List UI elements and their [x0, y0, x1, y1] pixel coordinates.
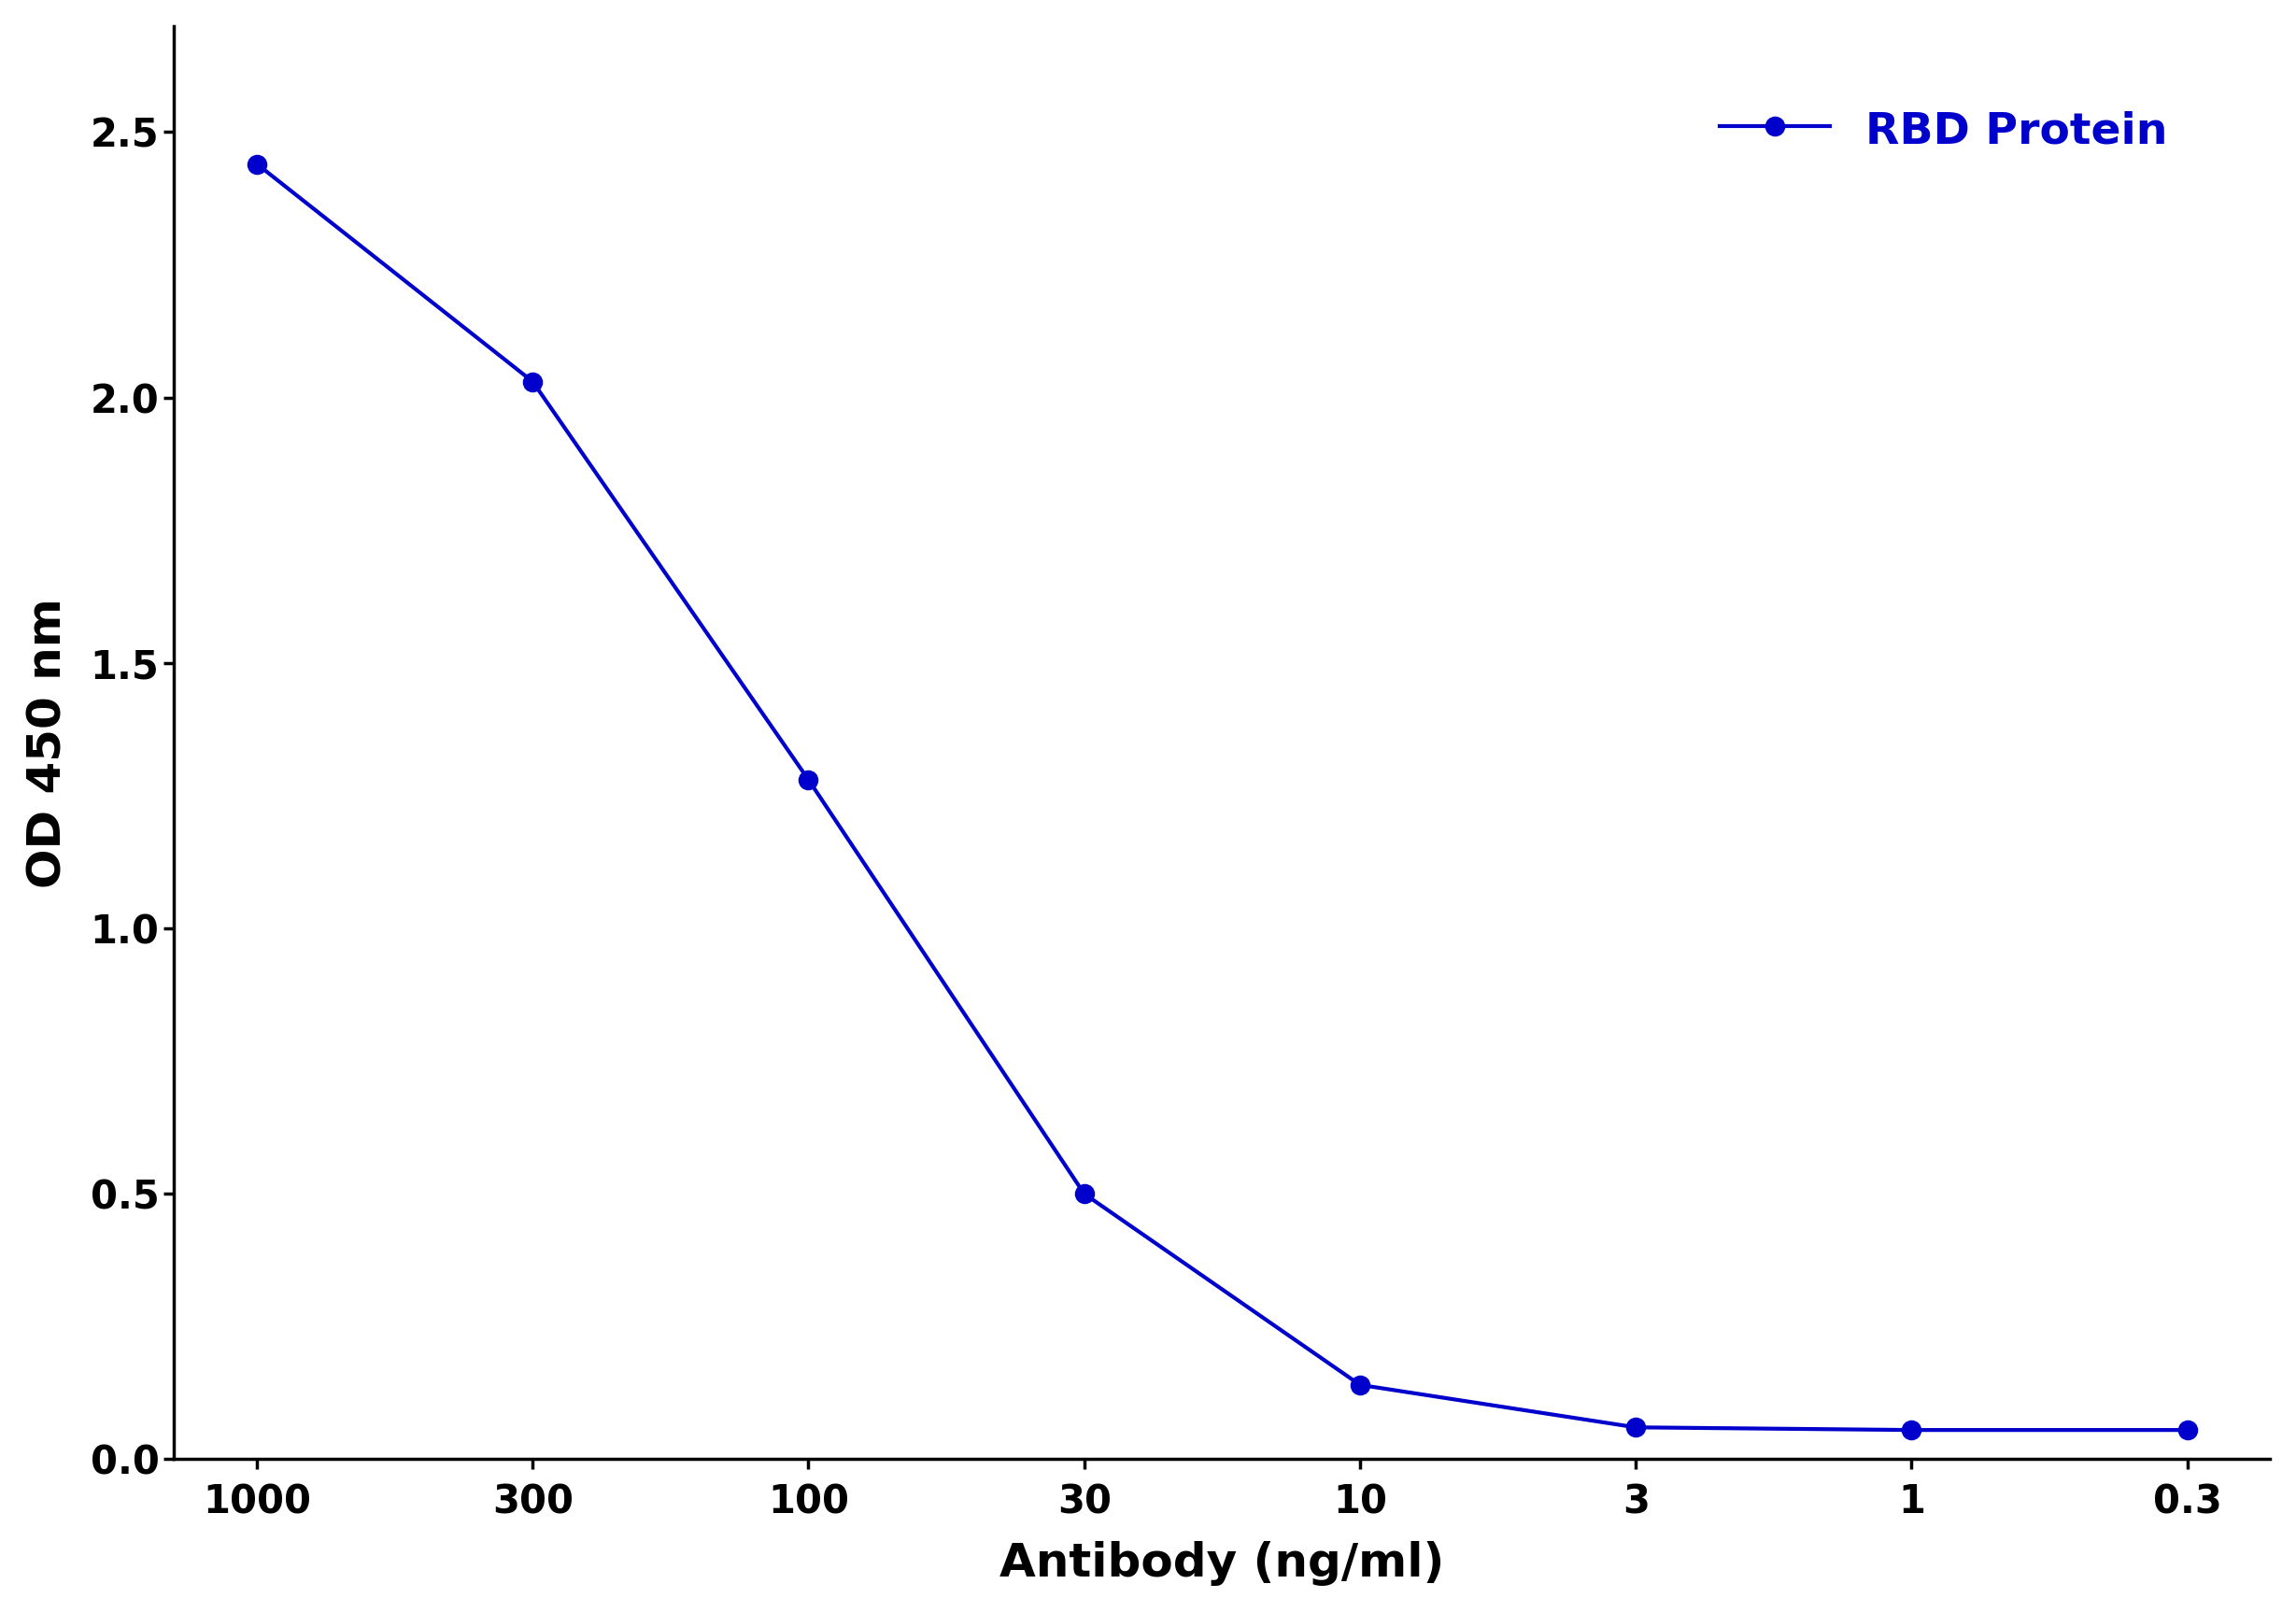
Line: RBD Protein: RBD Protein [248, 155, 2197, 1440]
X-axis label: Antibody (ng/ml): Antibody (ng/ml) [999, 1541, 1444, 1586]
RBD Protein [1899, 1420, 1926, 1440]
RBD Protein [1621, 1417, 1649, 1436]
RBD Protein [519, 372, 546, 392]
RBD Protein [243, 155, 271, 174]
RBD Protein [1345, 1375, 1373, 1394]
Y-axis label: OD 450 nm: OD 450 nm [25, 598, 71, 888]
RBD Protein [1070, 1185, 1097, 1204]
RBD Protein [2174, 1420, 2202, 1440]
Legend: RBD Protein: RBD Protein [1701, 90, 2186, 171]
RBD Protein [794, 771, 822, 790]
